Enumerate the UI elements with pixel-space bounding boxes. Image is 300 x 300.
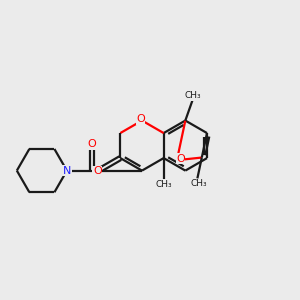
Text: O: O	[88, 139, 96, 149]
Text: CH₃: CH₃	[190, 179, 207, 188]
Text: O: O	[93, 167, 102, 176]
Text: N: N	[63, 166, 71, 176]
Text: CH₃: CH₃	[155, 180, 172, 189]
Text: CH₃: CH₃	[185, 91, 201, 100]
Text: O: O	[136, 114, 145, 124]
Text: O: O	[176, 154, 185, 164]
